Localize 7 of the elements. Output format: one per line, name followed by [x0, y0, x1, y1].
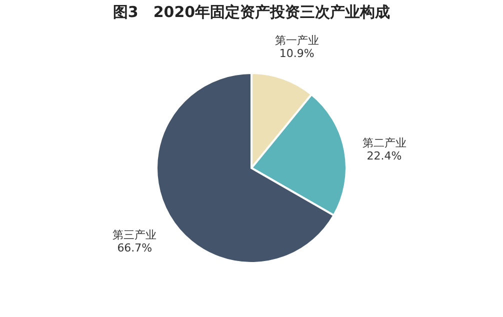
- slice-label: 第三产业: [112, 228, 157, 242]
- data-label: 22.4%: [366, 150, 402, 163]
- chart-title: 图3 2020年固定资产投资三次产业构成: [112, 3, 390, 21]
- data-label: 66.7%: [117, 242, 152, 255]
- slice-label: 第一产业: [274, 34, 319, 47]
- slice-label: 第二产业: [362, 136, 406, 150]
- data-label: 10.9%: [279, 46, 314, 60]
